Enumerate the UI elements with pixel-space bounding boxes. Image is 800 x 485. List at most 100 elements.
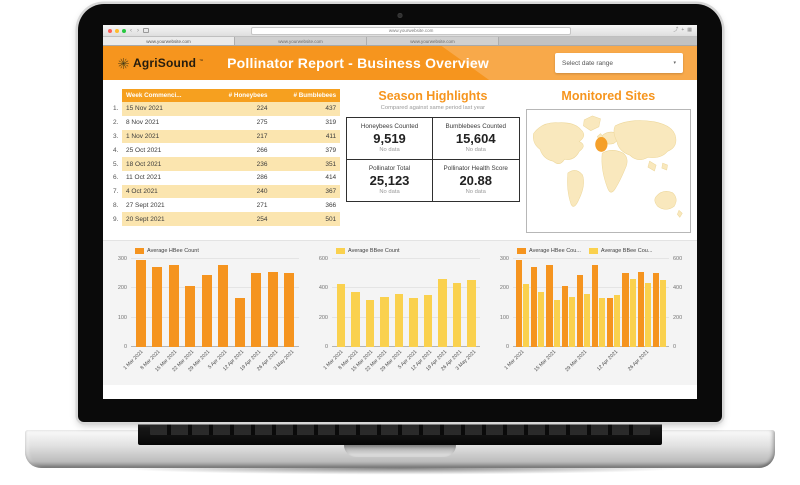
- summary-section: Week Commenci... # Honeybees # Bumblebee…: [103, 80, 697, 237]
- legend-swatch: [135, 248, 144, 254]
- bar[interactable]: [523, 283, 530, 347]
- bar[interactable]: [135, 260, 146, 347]
- browser-tab-1[interactable]: www.yourwebsite.com: [103, 37, 235, 45]
- brand-name: AgriSound: [133, 56, 197, 70]
- bar[interactable]: [652, 273, 659, 347]
- table-row[interactable]: 7. 4 Oct 2021 240 367: [109, 184, 341, 199]
- browser-tab-2[interactable]: www.yourwebsite.com: [235, 37, 367, 45]
- chart-x-axis: 1 Mar 2021 15 Mar 2021 29 Mar 2021 12 Apr 2…: [504, 347, 669, 379]
- chart-legend: Average HBee Count: [135, 248, 305, 254]
- table-row[interactable]: 9. 20 Sept 2021 254 501: [109, 212, 341, 227]
- bar[interactable]: [607, 298, 614, 347]
- minimize-window-icon[interactable]: [115, 28, 119, 33]
- forward-icon[interactable]: ›: [137, 27, 139, 34]
- scorecard-value: 20.88: [459, 173, 492, 188]
- bar[interactable]: [538, 291, 545, 347]
- bar-group: [283, 259, 297, 347]
- browser-tab-3[interactable]: www.yourwebsite.com: [367, 37, 499, 45]
- bar[interactable]: [546, 265, 553, 347]
- tab-overview-icon[interactable]: ▦: [687, 27, 692, 33]
- bar[interactable]: [467, 279, 476, 347]
- world-map[interactable]: [525, 109, 691, 233]
- bar[interactable]: [438, 278, 447, 347]
- bumblebees-count: 414: [325, 174, 337, 182]
- table-row[interactable]: 8. 27 Sept 2021 271 366: [109, 198, 340, 213]
- bar[interactable]: [409, 298, 418, 347]
- bar[interactable]: [234, 298, 245, 347]
- bar[interactable]: [394, 293, 403, 347]
- bar[interactable]: [629, 278, 636, 347]
- bar[interactable]: [152, 267, 163, 347]
- scorecard-note: No data: [465, 147, 486, 153]
- zoom-window-icon[interactable]: [122, 28, 126, 33]
- table-row[interactable]: 4. 25 Oct 2021 266 379: [109, 143, 340, 158]
- bar[interactable]: [267, 271, 278, 347]
- bar[interactable]: [592, 265, 599, 347]
- date-range-selector[interactable]: Select date range ▾: [555, 53, 683, 73]
- bar[interactable]: [185, 286, 196, 347]
- bumblebees-column-header[interactable]: # Bumblebees: [271, 89, 341, 102]
- table-row[interactable]: 1. 15 Nov 2021 224 437: [109, 102, 341, 116]
- bar[interactable]: [576, 275, 583, 347]
- bar[interactable]: [622, 272, 629, 347]
- legend-swatch: [588, 248, 598, 254]
- back-icon[interactable]: ‹: [130, 27, 132, 34]
- bar[interactable]: [659, 279, 666, 347]
- report-table-body: 1. 15 Nov 2021 224 437 2. 8 Nov 2021 275 319 3. 1…: [109, 102, 341, 227]
- scorecard-bumblebees: Bumblebees Counted 15,604 No data: [432, 118, 519, 160]
- table-row[interactable]: 3. 1 Nov 2021 217 411: [109, 129, 341, 144]
- bar[interactable]: [423, 295, 432, 347]
- row-index: 1.: [109, 102, 122, 116]
- bar[interactable]: [168, 265, 179, 347]
- y-axis-label: 0: [324, 344, 328, 350]
- bar[interactable]: [218, 265, 229, 347]
- bar[interactable]: [561, 286, 568, 347]
- scorecard-note: No data: [465, 189, 486, 195]
- table-row[interactable]: 5. 18 Oct 2021 236 351: [109, 157, 341, 171]
- bar[interactable]: [380, 296, 389, 347]
- bar[interactable]: [644, 282, 651, 347]
- bar[interactable]: [452, 282, 461, 347]
- laptop-keyboard: [138, 419, 662, 445]
- bar-group: [335, 259, 347, 347]
- bar[interactable]: [531, 267, 538, 347]
- scorecard-pollinator-total: Pollinator Total 25,123 No data: [347, 160, 433, 201]
- bar[interactable]: [336, 283, 345, 347]
- bar[interactable]: [553, 299, 560, 347]
- bar[interactable]: [351, 291, 360, 347]
- bar[interactable]: [568, 296, 575, 347]
- bars-container: [516, 259, 666, 347]
- bar[interactable]: [637, 271, 644, 347]
- site-cluster-marker[interactable]: [594, 137, 608, 152]
- bar[interactable]: [583, 293, 590, 347]
- bar[interactable]: [516, 260, 523, 347]
- share-icon[interactable]: ⤴: [673, 27, 679, 33]
- row-index: 6.: [109, 170, 122, 185]
- chart-plot-area: 0 100 200 300: [118, 256, 299, 350]
- bar-group: [637, 259, 651, 347]
- bar[interactable]: [614, 295, 621, 347]
- table-row[interactable]: 2. 8 Nov 2021 275 319: [109, 115, 340, 130]
- week-column-header[interactable]: Week Commenci...: [122, 89, 209, 102]
- honeybees-column-header[interactable]: # Honeybees: [208, 89, 272, 102]
- bar[interactable]: [599, 298, 606, 347]
- chart-avg-combined-counts: Average HBee Cou... Average BBee Cou... 0…: [491, 248, 691, 379]
- bar-group: [437, 259, 449, 347]
- bar-group: [393, 259, 405, 347]
- close-window-icon[interactable]: [108, 28, 112, 33]
- legend-swatch: [517, 248, 526, 254]
- week-commencing: 27 Sept 2021: [126, 201, 165, 209]
- bumblebees-count: 501: [271, 212, 341, 227]
- table-row[interactable]: 6. 11 Oct 2021 286 414: [109, 170, 340, 185]
- new-tab-icon[interactable]: +: [681, 27, 685, 33]
- legend-label: Average HBee Cou...: [529, 248, 581, 254]
- bar[interactable]: [365, 299, 374, 347]
- honeybees-count: 224: [208, 102, 272, 116]
- bar[interactable]: [251, 272, 262, 347]
- webcam-icon: [397, 13, 403, 18]
- url-field[interactable]: www.yourwebsite.com: [251, 26, 572, 35]
- reader-icon[interactable]: [143, 28, 149, 33]
- bar[interactable]: [201, 275, 212, 347]
- bar[interactable]: [284, 273, 295, 347]
- monitored-sites: Monitored Sites: [525, 89, 691, 233]
